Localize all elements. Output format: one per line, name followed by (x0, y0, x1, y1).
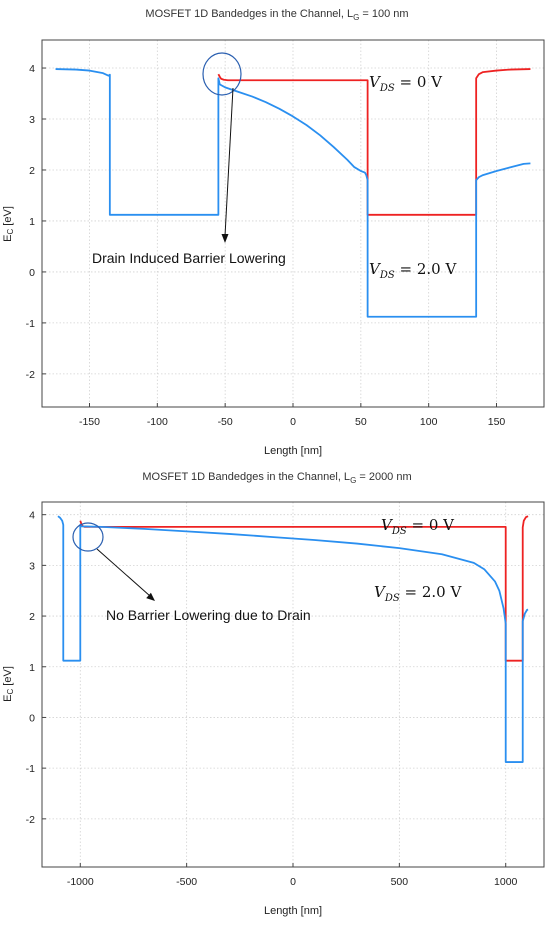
plot-frame (41, 501, 545, 868)
series-group (55, 68, 531, 318)
y-tick-label: -2 (26, 369, 35, 381)
y-tick-label: 0 (29, 712, 35, 724)
y-axis-label: EC [eV] (2, 206, 15, 242)
x-tick-label: 500 (391, 876, 409, 888)
x-tick-label: -1000 (67, 876, 94, 888)
y-tick-labels: -2 -1 0 1 2 3 4 (26, 63, 36, 381)
x-tick-label: -50 (218, 416, 233, 428)
y-tick-label: 1 (29, 216, 35, 228)
vds-2-label: VDS = 2.0 V (374, 583, 462, 604)
y-tick-labels: -2 -1 0 1 2 3 4 (26, 510, 36, 826)
x-tick-label: 150 (488, 416, 506, 428)
annotation-text: No Barrier Lowering due to Drain (106, 607, 311, 623)
series-line-blue (57, 515, 529, 763)
chart-100nm: MOSFET 1D Bandedges in the Channel, LG =… (2, 8, 545, 457)
x-axis-label: Length [nm] (264, 905, 322, 917)
x-tick-label: 1000 (494, 876, 518, 888)
vds-2-label: VDS = 2.0 V (369, 260, 457, 281)
y-axis-label: EC [eV] (2, 666, 15, 702)
grid (42, 502, 544, 867)
series-line-blue (55, 68, 531, 318)
annotation-arrow (96, 548, 151, 597)
x-tick-label: -500 (176, 876, 197, 888)
x-tick-label: 100 (420, 416, 438, 428)
y-tick-label: 3 (29, 114, 35, 126)
y-tick-label: -1 (26, 318, 35, 330)
annotation-text: Drain Induced Barrier Lowering (92, 250, 286, 266)
x-tick-labels: -150 -100 -50 0 50 100 150 (79, 416, 505, 428)
annotation-arrowhead (221, 234, 229, 243)
x-tick-labels: -1000 -500 0 500 1000 (67, 876, 518, 888)
barrier-highlight-circle (72, 522, 104, 552)
y-tick-label: 1 (29, 662, 35, 674)
y-tick-label: 4 (29, 63, 35, 75)
chart-title: MOSFET 1D Bandedges in the Channel, LG =… (142, 471, 411, 485)
chart-title: MOSFET 1D Bandedges in the Channel, LG =… (145, 8, 408, 22)
y-tick-label: 0 (29, 267, 35, 279)
plot-frame (41, 39, 545, 408)
x-tick-label: -150 (79, 416, 100, 428)
y-tick-label: 3 (29, 560, 35, 572)
series-group (57, 515, 529, 763)
vds-0-label: VDS = 0 V (381, 516, 455, 537)
grid (42, 40, 544, 407)
x-axis-label: Length [nm] (264, 445, 322, 457)
x-tick-label: -100 (147, 416, 168, 428)
y-tick-label: 4 (29, 510, 35, 522)
barrier-highlight-circle (202, 52, 242, 96)
x-tick-label: 50 (355, 416, 367, 428)
y-tick-label: -2 (26, 814, 35, 826)
y-tick-label: -1 (26, 763, 35, 775)
annotation-arrow (224, 87, 234, 237)
annotation-arrowhead (146, 592, 155, 601)
y-tick-label: 2 (29, 165, 35, 177)
x-tick-label: 0 (290, 416, 296, 428)
chart-2000nm: MOSFET 1D Bandedges in the Channel, LG =… (2, 471, 545, 917)
x-tick-label: 0 (290, 876, 296, 888)
y-tick-label: 2 (29, 611, 35, 623)
vds-0-label: VDS = 0 V (369, 73, 443, 94)
